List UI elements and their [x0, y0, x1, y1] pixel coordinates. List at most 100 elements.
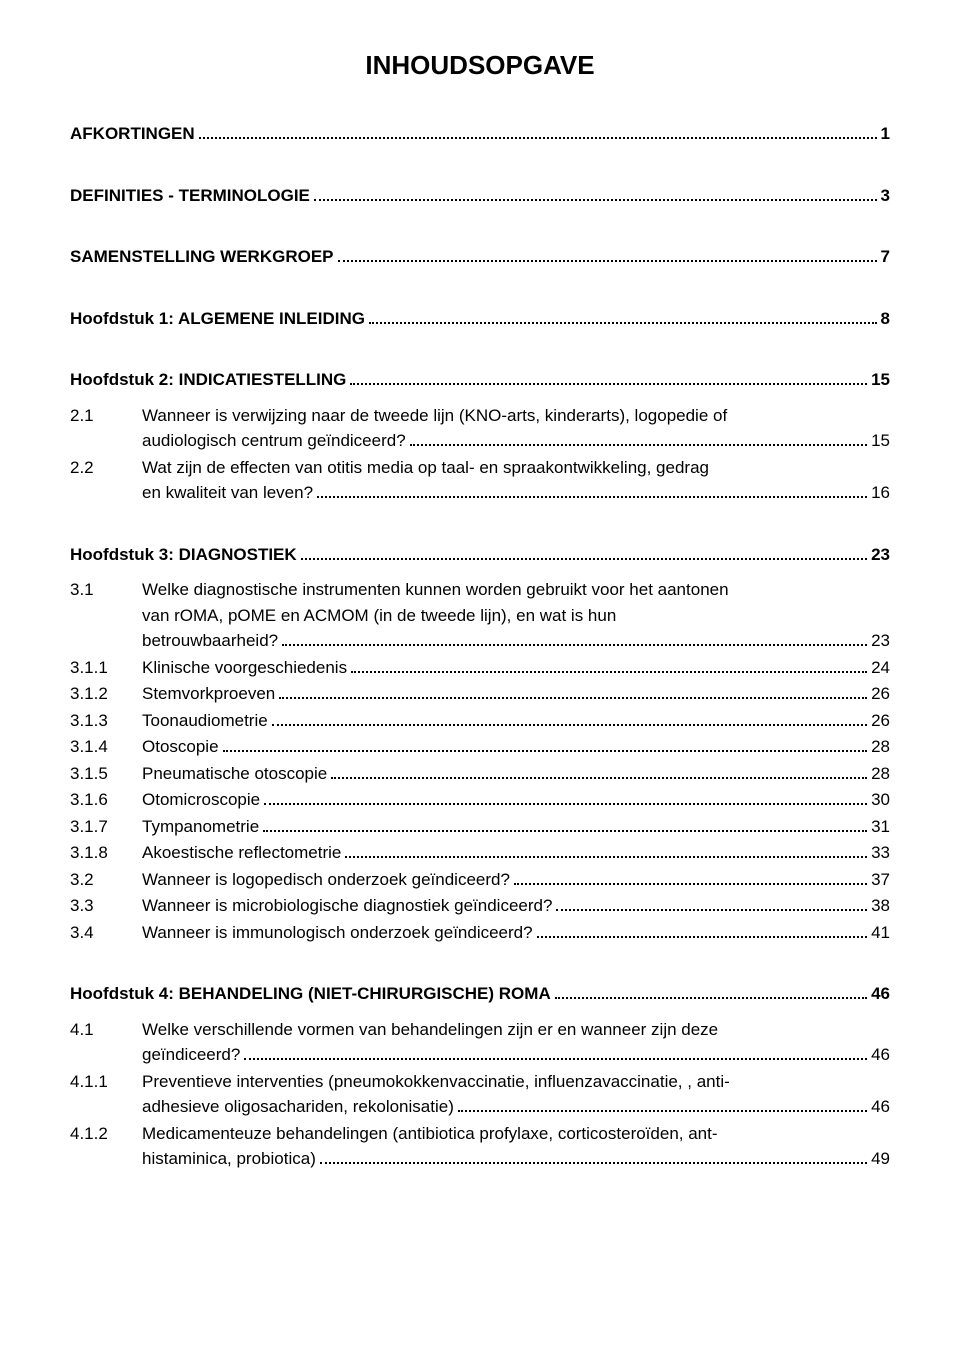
toc-entry-label: Stemvorkproeven — [142, 681, 275, 707]
toc-entry: 3.1.6Otomicroscopie 30 — [70, 787, 890, 813]
toc-leader — [350, 369, 867, 385]
toc-container: AFKORTINGEN 1 DEFINITIES - TERMINOLOGIE 3 SA… — [70, 121, 890, 1172]
toc-leader — [458, 1096, 867, 1112]
toc-entry-page: 23 — [871, 542, 890, 568]
toc-leader — [514, 868, 867, 884]
toc-entry-page: 7 — [881, 244, 890, 270]
toc-entry-label: adhesieve oligosachariden, rekolonisatie… — [142, 1094, 454, 1120]
toc-leader — [345, 842, 867, 858]
toc-entry-label-wrap: Wanneer is microbiologische diagnostiek … — [142, 893, 890, 919]
toc-entry: 3.1.3Toonaudiometrie26 — [70, 708, 890, 734]
toc-entry-label-wrap: Akoestische reflectometrie 33 — [142, 840, 890, 866]
toc-entry-label: DEFINITIES - TERMINOLOGIE — [70, 183, 310, 209]
toc-entry-label-wrap: Pneumatische otoscopie 28 — [142, 761, 890, 787]
toc-leader — [331, 762, 867, 778]
toc-entry-label-wrap: Welke verschillende vormen van behandeli… — [142, 1017, 890, 1068]
toc-entry-label: Tympanometrie — [142, 814, 259, 840]
toc-entry-number: 3.1.6 — [70, 787, 142, 813]
toc-leader — [314, 184, 877, 200]
toc-entry-page: 3 — [881, 183, 890, 209]
toc-entry-number: 2.1 — [70, 403, 142, 429]
toc-entry: 3.1.5Pneumatische otoscopie 28 — [70, 761, 890, 787]
toc-entry-page: 16 — [871, 480, 890, 506]
toc-entry-label: Wanneer is microbiologische diagnostiek … — [142, 893, 552, 919]
toc-entry: 3.1.7Tympanometrie 31 — [70, 814, 890, 840]
toc-entry-label-wrap: Wanneer is verwijzing naar de tweede lij… — [142, 403, 890, 454]
toc-entry-label: Otoscopie — [142, 734, 219, 760]
toc-entry-label: Pneumatische otoscopie — [142, 761, 327, 787]
toc-leader — [320, 1148, 867, 1164]
toc-entry-label: Welke verschillende vormen van behandeli… — [142, 1017, 718, 1043]
page-title: INHOUDSOPGAVE — [70, 50, 890, 81]
toc-leader — [537, 921, 867, 937]
toc-entry-page: 46 — [871, 981, 890, 1007]
toc-entry-label-wrap: Otomicroscopie 30 — [142, 787, 890, 813]
toc-entry-label-wrap: AFKORTINGEN 1 — [70, 121, 890, 147]
toc-entry-label: Otomicroscopie — [142, 787, 260, 813]
toc-gap — [70, 271, 890, 305]
toc-entry-label-wrap: Otoscopie 28 — [142, 734, 890, 760]
toc-entry: DEFINITIES - TERMINOLOGIE 3 — [70, 183, 890, 209]
toc-entry-label-wrap: DEFINITIES - TERMINOLOGIE 3 — [70, 183, 890, 209]
toc-entry-number: 4.1.1 — [70, 1069, 142, 1095]
toc-gap — [70, 568, 890, 576]
toc-entry-label-wrap: Hoofdstuk 3: DIAGNOSTIEK23 — [70, 542, 890, 568]
toc-entry: 2.2Wat zijn de effecten van otitis media… — [70, 455, 890, 506]
toc-entry-page: 31 — [871, 814, 890, 840]
toc-leader — [317, 482, 867, 498]
toc-leader — [264, 789, 867, 805]
toc-entry-label: Wanneer is verwijzing naar de tweede lij… — [142, 403, 727, 429]
toc-entry-label: Hoofdstuk 4: BEHANDELING (NIET-CHIRURGIS… — [70, 981, 551, 1007]
toc-entry-label: betrouwbaarheid? — [142, 628, 278, 654]
toc-entry: AFKORTINGEN 1 — [70, 121, 890, 147]
toc-entry-label: Preventieve interventies (pneumokokkenva… — [142, 1069, 730, 1095]
toc-entry-number: 3.1.5 — [70, 761, 142, 787]
toc-entry-number: 4.1.2 — [70, 1121, 142, 1147]
toc-leader — [351, 656, 867, 672]
toc-entry-number: 3.2 — [70, 867, 142, 893]
toc-gap — [70, 1008, 890, 1016]
toc-leader — [555, 983, 867, 999]
toc-entry-label: Hoofdstuk 2: INDICATIESTELLING — [70, 367, 346, 393]
toc-entry-label: Medicamenteuze behandelingen (antibiotic… — [142, 1121, 718, 1147]
toc-entry-page: 15 — [871, 428, 890, 454]
toc-leader — [223, 736, 868, 752]
toc-leader — [244, 1044, 867, 1060]
toc-gap — [70, 209, 890, 243]
toc-entry-page: 46 — [871, 1094, 890, 1120]
toc-entry-page: 1 — [881, 121, 890, 147]
toc-entry-page: 41 — [871, 920, 890, 946]
toc-gap — [70, 946, 890, 980]
toc-leader — [282, 630, 867, 646]
toc-entry-number: 3.4 — [70, 920, 142, 946]
toc-entry-label: Akoestische reflectometrie — [142, 840, 341, 866]
toc-entry-label-wrap: Welke diagnostische instrumenten kunnen … — [142, 577, 890, 654]
toc-entry-label: audiologisch centrum geïndiceerd? — [142, 428, 406, 454]
toc-entry-label: AFKORTINGEN — [70, 121, 195, 147]
toc-entry: 3.4Wanneer is immunologisch onderzoek ge… — [70, 920, 890, 946]
toc-gap — [70, 332, 890, 366]
toc-entry-label: Hoofdstuk 1: ALGEMENE INLEIDING — [70, 306, 365, 332]
toc-entry-label-wrap: Hoofdstuk 2: INDICATIESTELLING15 — [70, 367, 890, 393]
toc-entry-label-wrap: Wat zijn de effecten van otitis media op… — [142, 455, 890, 506]
toc-entry-label-wrap: Hoofdstuk 4: BEHANDELING (NIET-CHIRURGIS… — [70, 981, 890, 1007]
toc-entry: SAMENSTELLING WERKGROEP 7 — [70, 244, 890, 270]
toc-entry-label: van rOMA, pOME en ACMOM (in de tweede li… — [142, 603, 616, 629]
toc-entry-number: 3.1.7 — [70, 814, 142, 840]
toc-entry-page: 33 — [871, 840, 890, 866]
toc-entry-label: SAMENSTELLING WERKGROEP — [70, 244, 334, 270]
toc-entry-page: 26 — [871, 681, 890, 707]
toc-entry: 4.1.1Preventieve interventies (pneumokok… — [70, 1069, 890, 1120]
toc-entry-page: 49 — [871, 1146, 890, 1172]
toc-entry-page: 30 — [871, 787, 890, 813]
toc-entry-page: 28 — [871, 761, 890, 787]
toc-entry-label: Wat zijn de effecten van otitis media op… — [142, 455, 709, 481]
toc-entry-label: Klinische voorgeschiedenis — [142, 655, 347, 681]
toc-entry: 3.1.2Stemvorkproeven26 — [70, 681, 890, 707]
toc-entry-page: 28 — [871, 734, 890, 760]
toc-entry: Hoofdstuk 2: INDICATIESTELLING15 — [70, 367, 890, 393]
toc-entry: 3.1.1Klinische voorgeschiedenis24 — [70, 655, 890, 681]
toc-entry-label: Wanneer is logopedisch onderzoek geïndic… — [142, 867, 510, 893]
toc-entry: 4.1Welke verschillende vormen van behand… — [70, 1017, 890, 1068]
toc-entry-number: 4.1 — [70, 1017, 142, 1043]
